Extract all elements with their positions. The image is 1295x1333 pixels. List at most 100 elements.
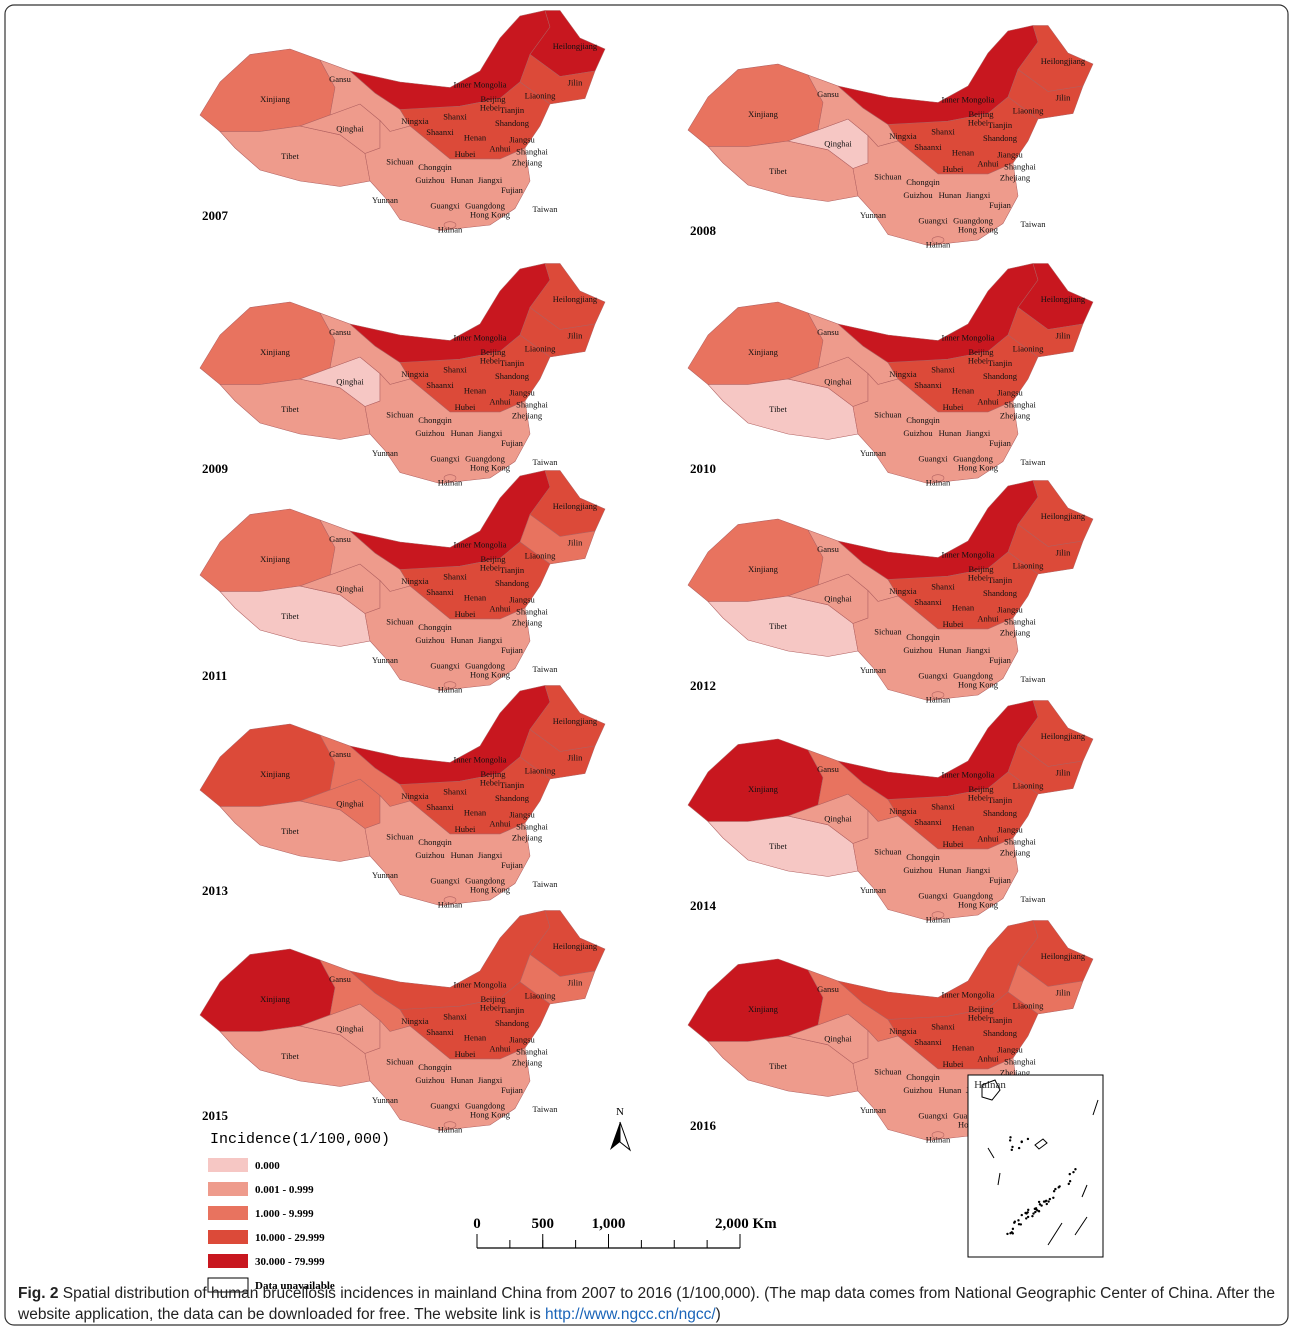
inset-dot bbox=[1009, 1136, 1011, 1138]
region-label: Guizhou bbox=[903, 428, 933, 438]
region-label: Guangxi bbox=[430, 1101, 460, 1111]
region bbox=[688, 739, 823, 822]
region-label: Henan bbox=[952, 1042, 975, 1052]
inset-dot bbox=[1006, 1233, 1008, 1235]
region-label: Guangxi bbox=[918, 891, 948, 901]
region-label: Guizhou bbox=[415, 1075, 445, 1085]
region-label: Hubei bbox=[455, 824, 476, 834]
region-label: Jiangsu bbox=[509, 388, 535, 398]
region-label: Taiwan bbox=[533, 1104, 559, 1114]
region-label: Hubei bbox=[943, 839, 964, 849]
region-label: Taiwan bbox=[1021, 894, 1047, 904]
region-label: Heilongjiang bbox=[553, 501, 598, 511]
region-label: Zhejiang bbox=[1000, 411, 1031, 421]
region-label: Liaoning bbox=[525, 991, 556, 1001]
inset-dot bbox=[1009, 1139, 1011, 1141]
year-label: 2012 bbox=[690, 678, 716, 693]
region-label: Hebei bbox=[480, 563, 501, 573]
year-label: 2010 bbox=[690, 461, 716, 476]
region-label: Yunnan bbox=[860, 665, 887, 675]
region-label: Hunan bbox=[451, 850, 474, 860]
region-label: Jiangsu bbox=[997, 388, 1023, 398]
region-label: Henan bbox=[952, 822, 975, 832]
region-label: Henan bbox=[952, 602, 975, 612]
scale-label: 2,000 Km bbox=[715, 1216, 777, 1232]
region-label: Shanghai bbox=[516, 147, 548, 157]
region-label: Tianjin bbox=[500, 1005, 525, 1015]
region-label: Tibet bbox=[281, 1051, 299, 1061]
region-label: Shandong bbox=[495, 1018, 530, 1028]
region-label: Hunan bbox=[939, 190, 962, 200]
region-label: Qinghai bbox=[824, 1034, 852, 1044]
region-label: Tibet bbox=[281, 404, 299, 414]
region-label: Hong Kong bbox=[470, 884, 511, 894]
legend-label: 10.000 - 29.999 bbox=[255, 1232, 325, 1244]
region-label: Yunnan bbox=[860, 210, 887, 220]
region-label: Tianjin bbox=[988, 575, 1013, 585]
region-label: Hunan bbox=[939, 428, 962, 438]
region-label: Fujian bbox=[501, 185, 523, 195]
region-label: Taiwan bbox=[533, 457, 559, 467]
region-label: Fujian bbox=[989, 438, 1011, 448]
region-label: Xinjiang bbox=[748, 784, 778, 794]
region-label: Zhejiang bbox=[512, 1058, 543, 1068]
region-label: Taiwan bbox=[533, 879, 559, 889]
region-label: Hunan bbox=[939, 1085, 962, 1095]
region-label: Gansu bbox=[329, 974, 351, 984]
region-label: Heilongjiang bbox=[553, 294, 598, 304]
region-label: Ningxia bbox=[401, 1016, 429, 1026]
inset-dot bbox=[1069, 1180, 1071, 1182]
region-label: Liaoning bbox=[525, 766, 556, 776]
region-label: Fujian bbox=[501, 1085, 523, 1095]
region-label: Shanghai bbox=[516, 400, 548, 410]
region-label: Qinghai bbox=[336, 799, 364, 809]
inset-dot bbox=[1014, 1220, 1016, 1222]
region-label: Liaoning bbox=[1013, 1001, 1044, 1011]
inset-dot bbox=[1043, 1200, 1045, 1202]
region-label: Anhui bbox=[977, 613, 999, 623]
inset-dot bbox=[1027, 1138, 1029, 1140]
inset-label: Hainan bbox=[974, 1079, 1006, 1091]
region-label: Hainan bbox=[438, 225, 463, 235]
region-label: Heilongjiang bbox=[553, 41, 598, 51]
region-label: Hainan bbox=[926, 695, 951, 705]
map: XinjiangTibetQinghaiGansuInner MongoliaH… bbox=[688, 26, 1093, 250]
region-label: Shanxi bbox=[931, 1021, 955, 1031]
region-label: Hainan bbox=[926, 915, 951, 925]
region-label: Tibet bbox=[281, 826, 299, 836]
region-label: Liaoning bbox=[1013, 561, 1044, 571]
region-label: Jiangxi bbox=[966, 865, 991, 875]
region-label: Inner Mongolia bbox=[941, 770, 994, 780]
region-label: Chongqin bbox=[418, 415, 452, 425]
region-label: Tibet bbox=[281, 151, 299, 161]
region-label: Hainan bbox=[926, 240, 951, 250]
region-label: Ningxia bbox=[401, 369, 429, 379]
region-label: Guangxi bbox=[430, 661, 460, 671]
region-label: Tianjin bbox=[988, 120, 1013, 130]
region-label: Shanghai bbox=[516, 822, 548, 832]
region-label: Hunan bbox=[451, 175, 474, 185]
region-label: Fujian bbox=[501, 438, 523, 448]
inset-dot bbox=[1011, 1146, 1013, 1148]
region-label: Yunnan bbox=[372, 870, 399, 880]
region-label: Jilin bbox=[1056, 767, 1071, 777]
region-label: Inner Mongolia bbox=[453, 540, 506, 550]
inset: Hainan bbox=[968, 1075, 1103, 1257]
region-label: Jilin bbox=[568, 330, 583, 340]
region-label: Jiangsu bbox=[509, 135, 535, 145]
region-label: Xinjiang bbox=[748, 1004, 778, 1014]
region-label: Sichuan bbox=[386, 1057, 414, 1067]
region-label: Tianjin bbox=[500, 565, 525, 575]
region-label: Guizhou bbox=[415, 428, 445, 438]
region-label: Gansu bbox=[329, 534, 351, 544]
region-label: Inner Mongolia bbox=[453, 80, 506, 90]
region-label: Ningxia bbox=[889, 1026, 917, 1036]
caption-link[interactable]: http://www.ngcc.cn/ngcc/ bbox=[545, 1306, 716, 1323]
region-label: Tibet bbox=[769, 404, 787, 414]
legend-title: Incidence(1/100,000) bbox=[210, 1131, 390, 1148]
region-label: Zhejiang bbox=[512, 158, 543, 168]
inset-dot bbox=[1035, 1208, 1037, 1210]
region-label: Shaanxi bbox=[426, 1027, 454, 1037]
region-label: Yunnan bbox=[372, 448, 399, 458]
